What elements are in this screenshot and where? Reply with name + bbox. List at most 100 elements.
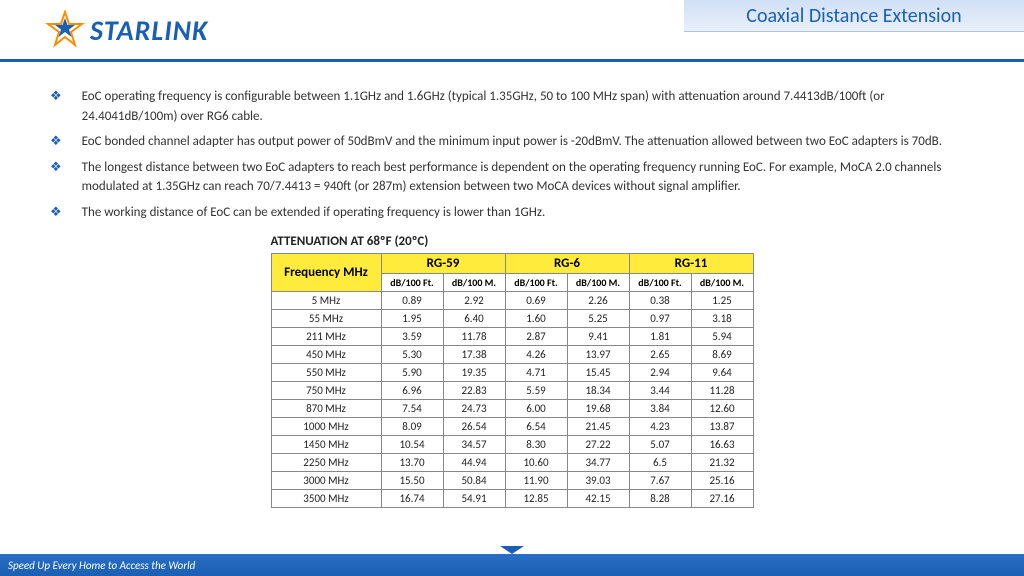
data-cell: 0.97 [629, 310, 691, 328]
page-title: Coaxial Distance Extension [684, 0, 1024, 32]
freq-cell: 55 MHz [271, 310, 381, 328]
table-row: 3500 MHz16.7454.9112.8542.158.2827.16 [271, 490, 753, 508]
table-row: 1000 MHz8.0926.546.5421.454.2313.87 [271, 418, 753, 436]
data-cell: 12.85 [505, 490, 567, 508]
data-cell: 5.30 [381, 346, 443, 364]
table-row: 1450 MHz10.5434.578.3027.225.0716.63 [271, 436, 753, 454]
freq-header: Frequency MHz [271, 254, 381, 292]
data-cell: 27.22 [567, 436, 629, 454]
bullet-item: ❖ The longest distance between two EoC a… [50, 158, 974, 197]
table-row: 550 MHz5.9019.354.7115.452.949.64 [271, 364, 753, 382]
data-cell: 5.07 [629, 436, 691, 454]
data-cell: 12.60 [691, 400, 753, 418]
data-cell: 7.67 [629, 472, 691, 490]
data-cell: 11.28 [691, 382, 753, 400]
data-cell: 54.91 [443, 490, 505, 508]
table-body: 5 MHz0.892.920.692.260.381.2555 MHz1.956… [271, 292, 753, 508]
data-cell: 24.73 [443, 400, 505, 418]
data-cell: 6.54 [505, 418, 567, 436]
data-cell: 3.18 [691, 310, 753, 328]
data-cell: 2.87 [505, 328, 567, 346]
header: STARLINK Coaxial Distance Extension [0, 0, 1024, 62]
sub-header: dB/100 M. [443, 274, 505, 292]
bullet-item: ❖ EoC operating frequency is configurabl… [50, 87, 974, 126]
sub-header: dB/100 Ft. [505, 274, 567, 292]
data-cell: 5.94 [691, 328, 753, 346]
data-cell: 16.63 [691, 436, 753, 454]
data-cell: 6.40 [443, 310, 505, 328]
data-cell: 8.09 [381, 418, 443, 436]
table-row: 5 MHz0.892.920.692.260.381.25 [271, 292, 753, 310]
data-cell: 22.83 [443, 382, 505, 400]
freq-cell: 1000 MHz [271, 418, 381, 436]
freq-cell: 2250 MHz [271, 454, 381, 472]
data-cell: 19.35 [443, 364, 505, 382]
content-area: ❖ EoC operating frequency is configurabl… [0, 62, 1024, 508]
data-cell: 3.59 [381, 328, 443, 346]
data-cell: 50.84 [443, 472, 505, 490]
data-cell: 0.89 [381, 292, 443, 310]
star-icon [45, 10, 85, 50]
bullet-list: ❖ EoC operating frequency is configurabl… [50, 87, 974, 222]
cable-header: RG-6 [505, 254, 629, 274]
footer: Speed Up Every Home to Access the World [0, 554, 1024, 576]
table-row: 3000 MHz15.5050.8411.9039.037.6725.16 [271, 472, 753, 490]
cable-header: RG-59 [381, 254, 505, 274]
data-cell: 2.94 [629, 364, 691, 382]
data-cell: 27.16 [691, 490, 753, 508]
table-row: 211 MHz3.5911.782.879.411.815.94 [271, 328, 753, 346]
data-cell: 11.90 [505, 472, 567, 490]
data-cell: 2.26 [567, 292, 629, 310]
freq-cell: 5 MHz [271, 292, 381, 310]
data-cell: 0.69 [505, 292, 567, 310]
freq-cell: 450 MHz [271, 346, 381, 364]
data-cell: 16.74 [381, 490, 443, 508]
data-cell: 13.87 [691, 418, 753, 436]
freq-cell: 550 MHz [271, 364, 381, 382]
data-cell: 6.5 [629, 454, 691, 472]
bullet-text: EoC bonded channel adapter has output po… [82, 132, 974, 152]
data-cell: 8.28 [629, 490, 691, 508]
sub-header: dB/100 Ft. [381, 274, 443, 292]
freq-cell: 1450 MHz [271, 436, 381, 454]
data-cell: 15.50 [381, 472, 443, 490]
data-cell: 39.03 [567, 472, 629, 490]
data-cell: 0.38 [629, 292, 691, 310]
freq-cell: 3500 MHz [271, 490, 381, 508]
table-row: 750 MHz6.9622.835.5918.343.4411.28 [271, 382, 753, 400]
data-cell: 11.78 [443, 328, 505, 346]
sub-header: dB/100 M. [567, 274, 629, 292]
data-cell: 25.16 [691, 472, 753, 490]
data-cell: 21.32 [691, 454, 753, 472]
table-row: 55 MHz1.956.401.605.250.973.18 [271, 310, 753, 328]
data-cell: 4.26 [505, 346, 567, 364]
cable-header: RG-11 [629, 254, 753, 274]
sub-header: dB/100 M. [691, 274, 753, 292]
table-container: ATTENUATION AT 68ºF (20ºC) Frequency MHz… [50, 230, 974, 508]
data-cell: 2.92 [443, 292, 505, 310]
data-cell: 9.64 [691, 364, 753, 382]
logo-text: STARLINK [90, 13, 208, 48]
freq-cell: 750 MHz [271, 382, 381, 400]
data-cell: 1.25 [691, 292, 753, 310]
data-cell: 8.69 [691, 346, 753, 364]
table-title: ATTENUATION AT 68ºF (20ºC) [271, 230, 754, 253]
data-cell: 1.60 [505, 310, 567, 328]
bullet-text: EoC operating frequency is configurable … [82, 87, 974, 126]
data-cell: 1.95 [381, 310, 443, 328]
logo-area: STARLINK [45, 10, 208, 50]
data-cell: 15.45 [567, 364, 629, 382]
diamond-bullet-icon: ❖ [50, 203, 62, 223]
data-cell: 8.30 [505, 436, 567, 454]
attenuation-table: Frequency MHz RG-59 RG-6 RG-11 dB/100 Ft… [271, 253, 754, 508]
footer-notch-icon [500, 546, 524, 554]
data-cell: 10.54 [381, 436, 443, 454]
sub-header: dB/100 Ft. [629, 274, 691, 292]
data-cell: 9.41 [567, 328, 629, 346]
data-cell: 44.94 [443, 454, 505, 472]
data-cell: 21.45 [567, 418, 629, 436]
freq-cell: 870 MHz [271, 400, 381, 418]
diamond-bullet-icon: ❖ [50, 158, 62, 197]
diamond-bullet-icon: ❖ [50, 87, 62, 126]
data-cell: 4.23 [629, 418, 691, 436]
